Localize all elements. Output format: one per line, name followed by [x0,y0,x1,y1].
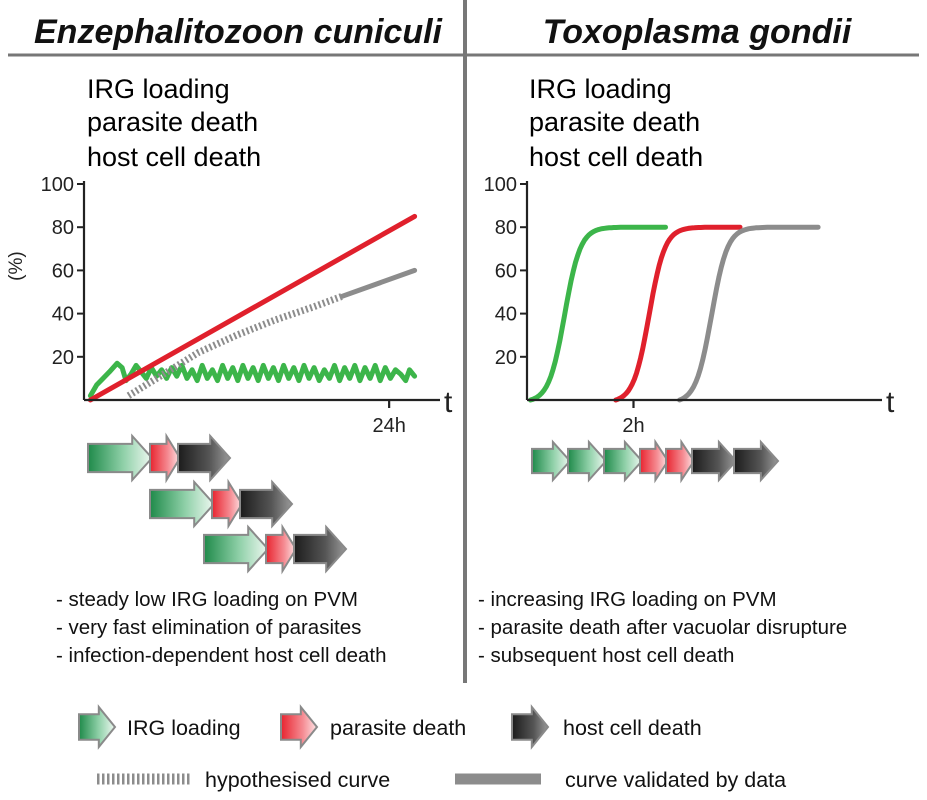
y-tick-label: 100 [41,174,74,196]
key-hypothesised-label: hypothesised curve [205,768,390,792]
arrow-irg-1 [531,439,572,483]
arrow-irg-row1 [87,433,154,483]
y-tick-label: 40 [52,304,74,326]
y-tick-label: 40 [495,304,517,326]
arrow-diagram-right [531,438,780,484]
key-validated-label: curve validated by data [565,768,786,792]
arrow-parasite-5 [665,438,696,484]
arrow-irg-2 [567,439,608,483]
arrow-host-7 [733,439,780,483]
series-line-host-hypothesised [126,293,344,399]
series-line-irg [87,360,418,399]
series-line-parasite [613,224,743,403]
arrow-irg-3 [603,439,644,483]
y-tick-label: 80 [495,217,517,239]
arrow-host-row3 [293,524,348,574]
key-host-label: host cell death [563,716,702,740]
arrow-parasite-4 [639,438,670,484]
arrow-parasite-row3 [265,523,298,575]
key [78,704,550,750]
bullet-right-1: - increasing IRG loading on PVM [478,588,777,611]
legend-right-parasite: parasite death [529,107,700,137]
arrow-host-key [511,704,550,750]
chart-right: 20 40 60 80 100 2h t [484,174,895,437]
arrow-diagram-left [87,432,348,575]
y-tick-label: 20 [52,347,74,369]
y-tick-label: 100 [484,174,517,196]
arrow-parasite-row1 [149,432,182,484]
legend-right-host: host cell death [529,142,703,172]
chart-left: 20 40 60 80 100 24h t (%) [6,174,453,437]
arrow-host-6 [691,439,738,483]
series-line-irg [528,224,668,403]
bullet-right-3: - subsequent host cell death [478,644,734,667]
series-line-host [339,267,418,299]
x-axis-label: t [444,386,453,419]
x-axis-label: t [886,386,895,419]
y-tick-label: 80 [52,217,74,239]
legend-left-parasite: parasite death [87,107,258,137]
key-irg-label: IRG loading [127,716,241,740]
arrow-irg-row2 [149,479,216,529]
x-tick-label: 24h [372,415,405,437]
arrow-parasite-row2 [211,478,244,530]
series-line-parasite [87,213,418,403]
bullet-right-2: - parasite death after vacuolar disruptu… [478,616,847,639]
bullet-left-3: - infection-dependent host cell death [56,644,387,667]
legend-left-host: host cell death [87,142,261,172]
arrow-parasite-key [280,704,319,750]
y-tick-label: 60 [495,260,517,282]
y-tick-label: 60 [52,260,74,282]
x-tick-label: 2h [622,415,644,437]
panel-title-left: Enzephalitozoon cuniculi [34,13,444,51]
arrow-irg-row3 [203,524,270,574]
bullet-left-1: - steady low IRG loading on PVM [56,588,358,611]
legend-right-irg: IRG loading [529,74,672,104]
series-line-host [677,224,821,403]
panel-title-right: Toxoplasma gondii [543,13,853,51]
key-parasite-label: parasite death [330,716,466,740]
y-tick-label: 20 [495,347,517,369]
arrow-host-row1 [177,433,232,483]
arrow-irg-key [78,704,117,750]
bullet-left-2: - very fast elimination of parasites [56,616,361,639]
legend-left-irg: IRG loading [87,74,230,104]
y-axis-label: (%) [6,251,27,281]
arrow-host-row2 [239,479,294,529]
